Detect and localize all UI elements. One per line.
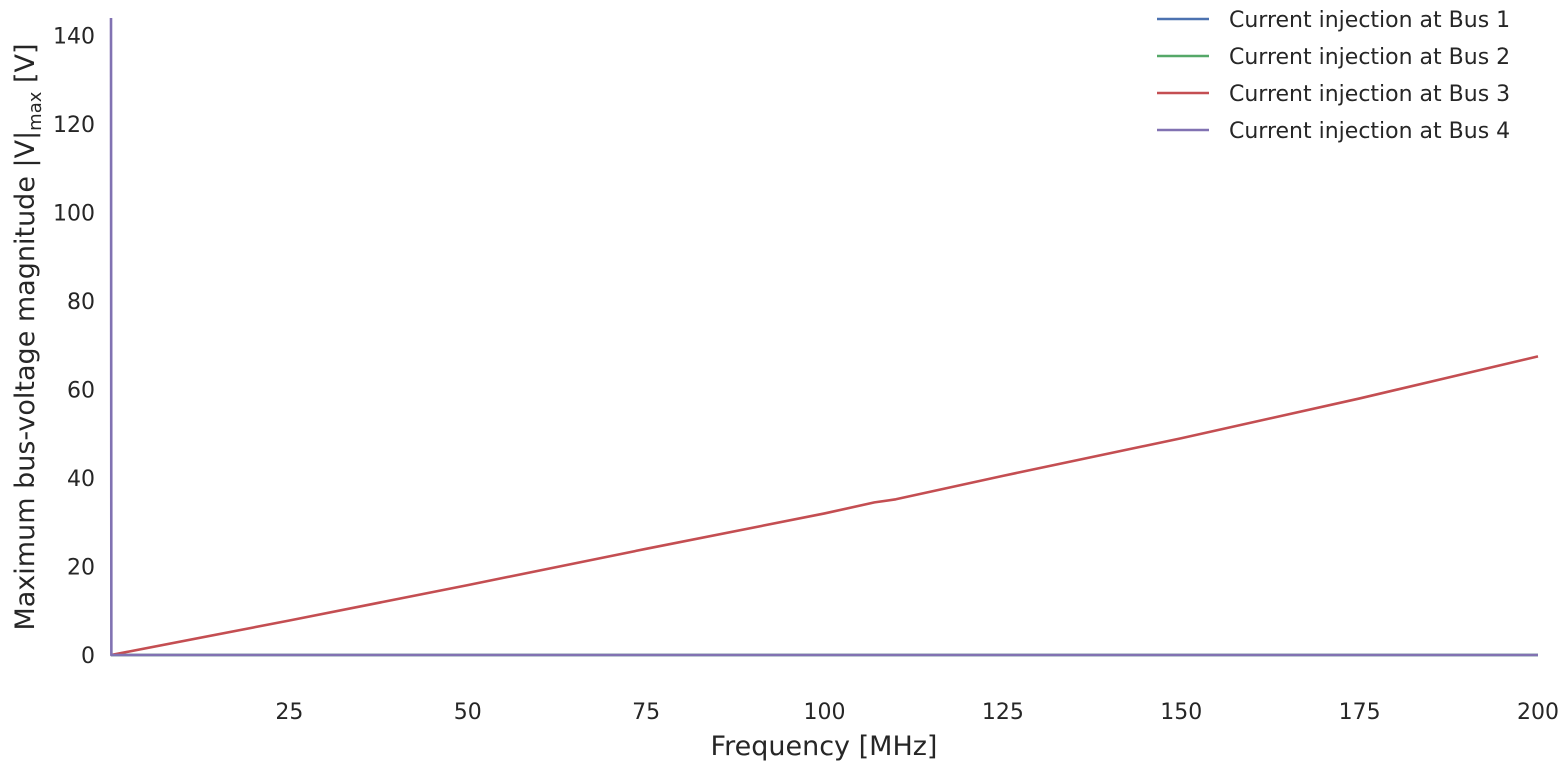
y-tick-label: 80 (67, 290, 95, 315)
legend-item-2: Current injection at Bus 2 (1157, 45, 1510, 70)
y-tick-label: 60 (67, 379, 95, 404)
x-tick-label: 50 (454, 700, 482, 725)
x-axis-label: Frequency [MHz] (711, 731, 938, 762)
legend: Current injection at Bus 1 Current inject… (1157, 8, 1510, 144)
x-tick-label: 125 (982, 700, 1024, 725)
legend-label: Current injection at Bus 2 (1229, 45, 1510, 70)
y-axis-label: Maximum bus-voltage magnitude |V|max [V] (10, 43, 46, 630)
x-tick-label: 150 (1160, 700, 1202, 725)
y-axis-label-unit: [V] (10, 43, 41, 91)
y-axis-label-main: Maximum bus-voltage magnitude |V| (10, 131, 41, 631)
y-axis-label-subscript: max (25, 91, 46, 131)
x-tick-label: 25 (275, 700, 303, 725)
x-tick-label: 75 (632, 700, 660, 725)
legend-item-1: Current injection at Bus 1 (1157, 8, 1510, 33)
y-tick-label: 100 (53, 202, 95, 227)
legend-item-3: Current injection at Bus 3 (1157, 82, 1510, 107)
y-tick-label: 40 (67, 467, 95, 492)
x-tick-labels: 25 50 75 100 125 150 175 200 (275, 700, 1559, 725)
x-tick-label: 100 (804, 700, 846, 725)
series-line-4 (109, 17, 1538, 657)
legend-item-4: Current injection at Bus 4 (1157, 119, 1510, 144)
series-layer (109, 17, 1539, 657)
legend-label: Current injection at Bus 3 (1229, 82, 1510, 107)
y-tick-label: 0 (81, 644, 95, 669)
legend-label: Current injection at Bus 4 (1229, 119, 1510, 144)
y-tick-label: 20 (67, 556, 95, 581)
y-tick-labels: 0 20 40 60 80 100 120 140 (53, 25, 95, 669)
y-tick-label: 140 (53, 25, 95, 50)
legend-label: Current injection at Bus 1 (1229, 8, 1510, 33)
x-tick-label: 175 (1339, 700, 1381, 725)
y-tick-label: 120 (53, 113, 95, 138)
series-line-3 (110, 355, 1539, 657)
x-tick-label: 200 (1517, 700, 1559, 725)
